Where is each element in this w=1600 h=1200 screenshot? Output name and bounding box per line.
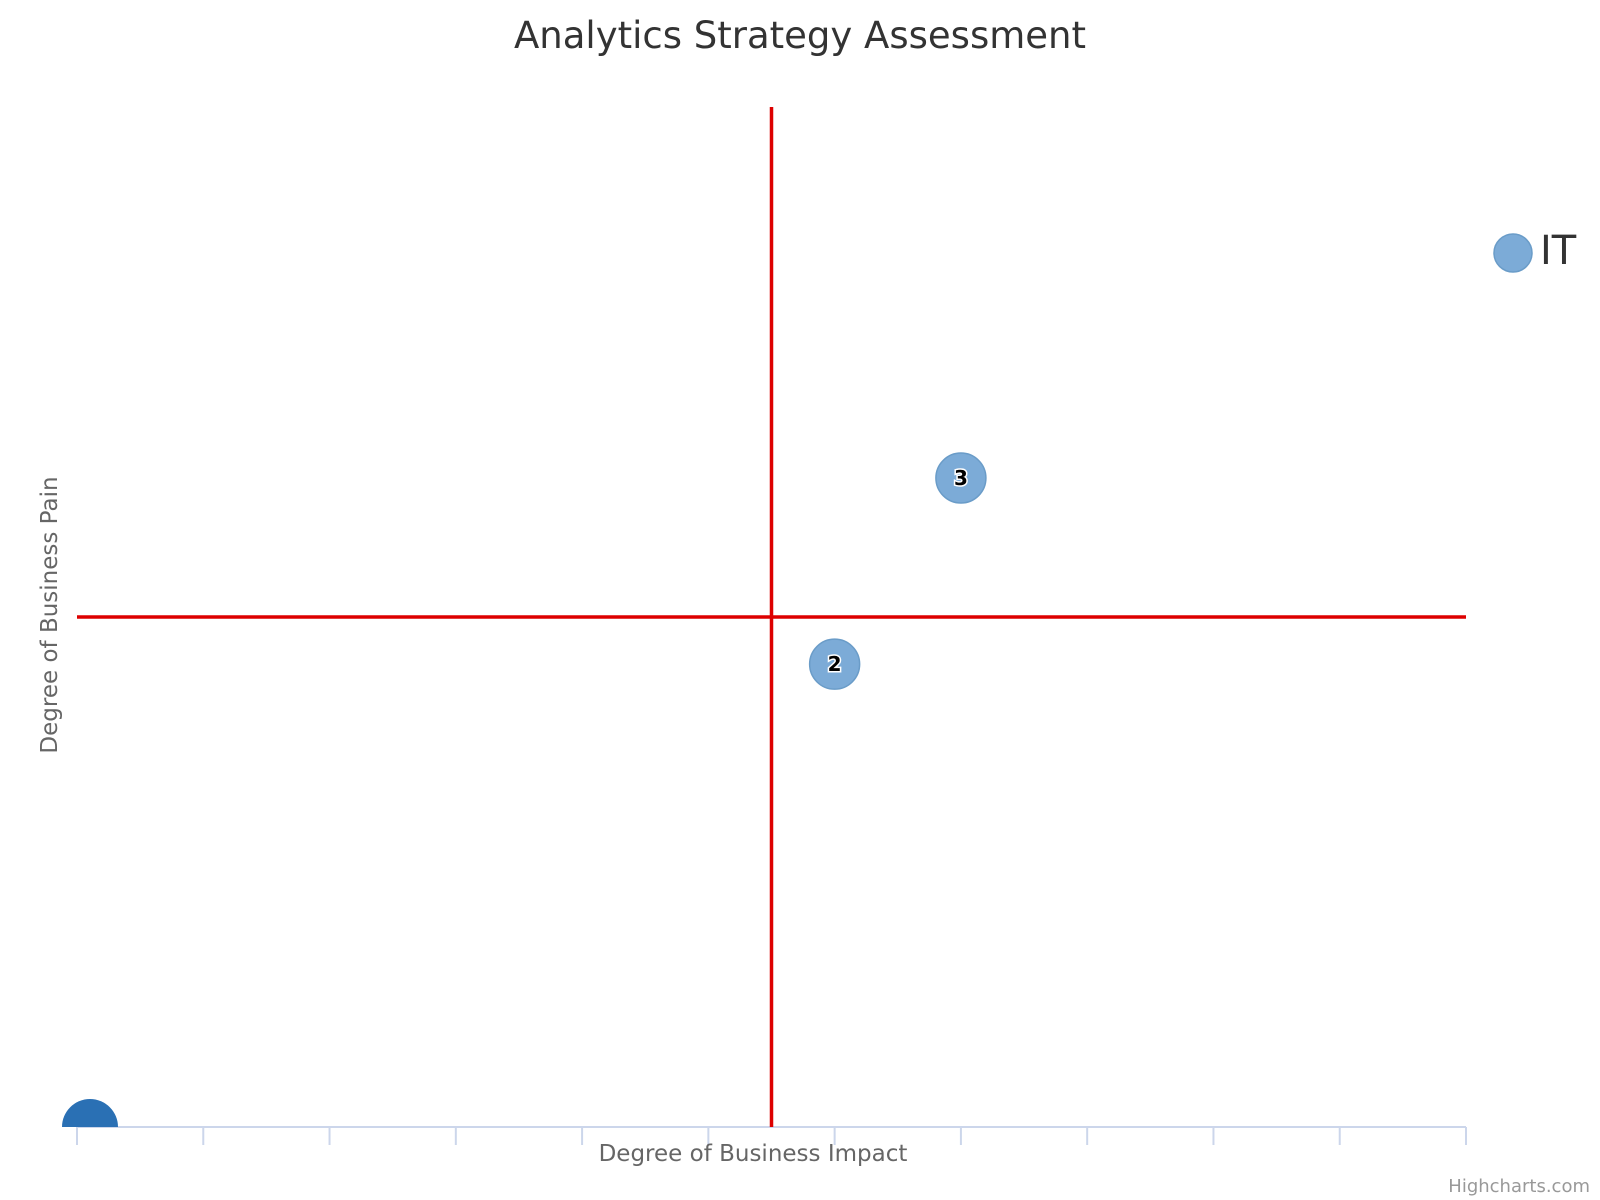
origin-marker <box>62 1099 118 1127</box>
chart-title: Analytics Strategy Assessment <box>514 14 1086 57</box>
legend-label-it: IT <box>1540 228 1577 274</box>
legend[interactable]: IT <box>1493 228 1577 274</box>
bubble-point <box>935 452 987 504</box>
plot-lines <box>77 107 1466 1127</box>
bubble-point <box>808 638 861 690</box>
data-label: 3 <box>954 466 968 490</box>
credits-link[interactable]: Highcharts.com <box>1448 1176 1590 1197</box>
y-axis-title: Degree of Business Pain <box>37 476 63 753</box>
data-label: 2 <box>828 652 842 676</box>
legend-marker-it <box>1493 233 1533 273</box>
x-axis-title: Degree of Business Impact <box>599 1141 908 1167</box>
data-points: 23 <box>62 452 987 1127</box>
